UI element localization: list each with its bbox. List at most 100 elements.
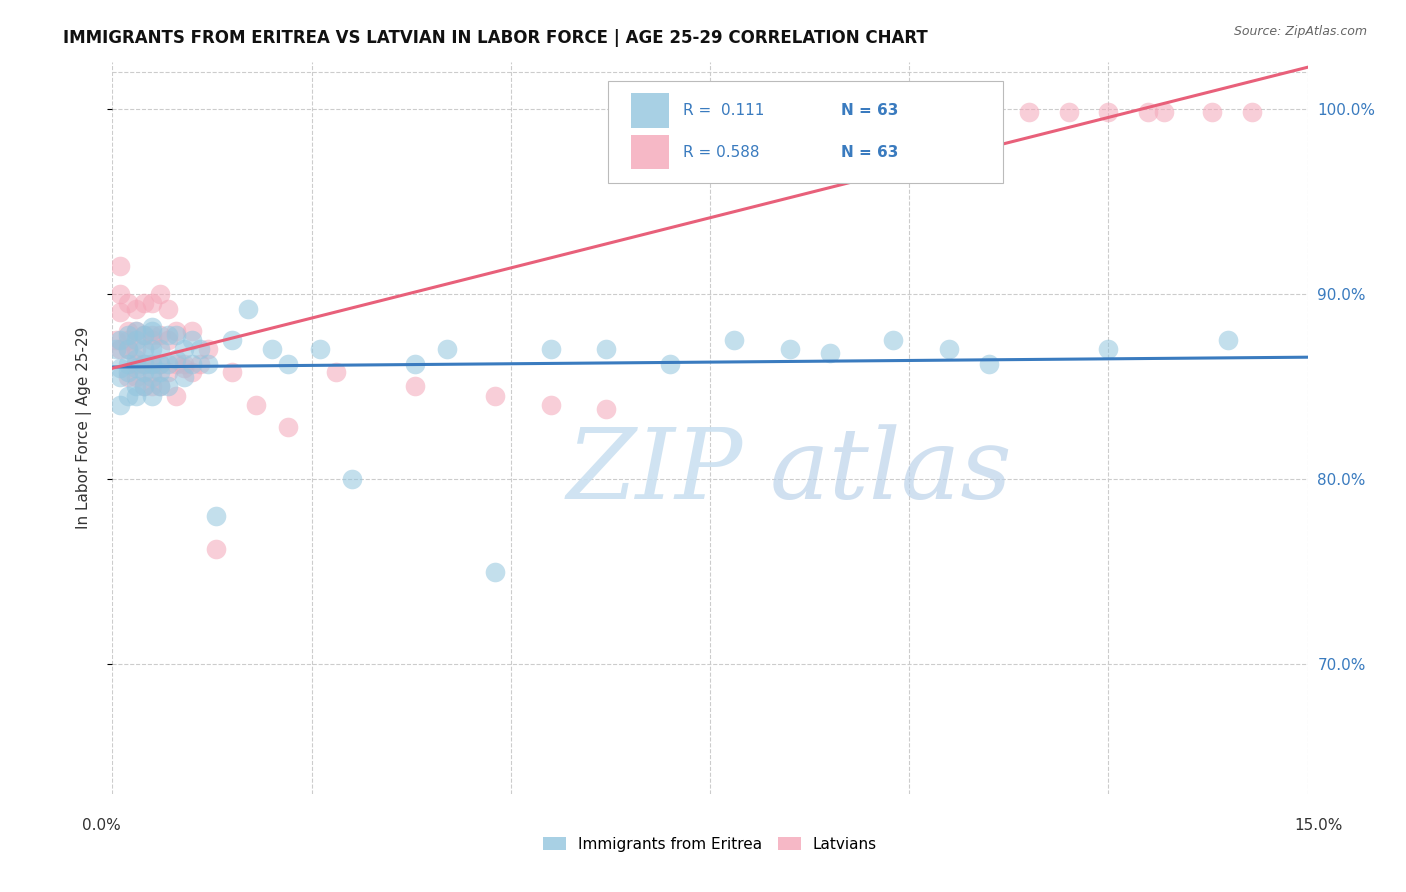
Point: [181, 324, 204, 338]
Point: [110, 370, 132, 384]
Point: [898, 105, 921, 120]
Point: [181, 357, 204, 371]
Point: [165, 351, 187, 366]
Point: [149, 379, 172, 393]
Point: [141, 389, 163, 403]
Point: [818, 346, 841, 360]
Point: [404, 357, 426, 371]
Point: [157, 357, 180, 371]
Point: [117, 357, 139, 371]
Point: [125, 351, 148, 366]
Point: [205, 509, 228, 524]
Text: R = 0.588: R = 0.588: [682, 145, 759, 160]
Point: [188, 343, 211, 357]
Point: [1216, 333, 1239, 347]
Point: [117, 333, 139, 347]
Point: [938, 343, 960, 357]
Point: [595, 343, 617, 357]
Point: [134, 296, 156, 310]
Point: [117, 365, 139, 379]
Point: [181, 333, 204, 347]
Point: [977, 357, 1000, 371]
Point: [197, 357, 219, 371]
Point: [117, 389, 139, 403]
Point: [141, 357, 163, 371]
Point: [125, 333, 148, 347]
Point: [1097, 105, 1119, 120]
Text: IMMIGRANTS FROM ERITREA VS LATVIAN IN LABOR FORCE | AGE 25-29 CORRELATION CHART: IMMIGRANTS FROM ERITREA VS LATVIAN IN LA…: [63, 29, 928, 46]
Point: [1097, 343, 1119, 357]
Point: [149, 357, 172, 371]
Point: [125, 324, 148, 338]
Point: [141, 296, 163, 310]
Point: [221, 365, 243, 379]
Point: [117, 343, 139, 357]
Point: [834, 105, 856, 120]
Point: [882, 333, 904, 347]
Point: [277, 420, 299, 434]
Point: [540, 398, 562, 412]
Point: [134, 343, 156, 357]
FancyBboxPatch shape: [609, 81, 1002, 183]
Point: [779, 343, 801, 357]
Point: [1153, 105, 1175, 120]
Point: [149, 379, 172, 393]
Legend: Immigrants from Eritrea, Latvians: Immigrants from Eritrea, Latvians: [536, 829, 884, 859]
Point: [205, 542, 228, 557]
Point: [165, 389, 187, 403]
Point: [197, 343, 219, 357]
Point: [134, 379, 156, 393]
Point: [141, 343, 163, 357]
Point: [188, 357, 211, 371]
Point: [149, 286, 172, 301]
Point: [308, 343, 330, 357]
Text: 15.0%: 15.0%: [1295, 818, 1343, 832]
Point: [149, 357, 172, 371]
Point: [141, 370, 163, 384]
Point: [181, 365, 204, 379]
Point: [125, 357, 148, 371]
Point: [277, 357, 299, 371]
Point: [165, 324, 187, 338]
Point: [110, 286, 132, 301]
Point: [149, 343, 172, 357]
Point: [125, 361, 148, 376]
Point: [595, 401, 617, 416]
Point: [157, 379, 180, 393]
Point: [659, 357, 682, 371]
Point: [659, 105, 682, 120]
Point: [1240, 105, 1263, 120]
Point: [117, 296, 139, 310]
Point: [117, 370, 139, 384]
Point: [134, 379, 156, 393]
Point: [173, 357, 195, 371]
Point: [1018, 105, 1040, 120]
Point: [141, 333, 163, 347]
Point: [165, 327, 187, 342]
Point: [125, 343, 148, 357]
Point: [149, 327, 172, 342]
Point: [221, 333, 243, 347]
Point: [105, 333, 128, 347]
Point: [157, 365, 180, 379]
Point: [165, 357, 187, 371]
Point: [110, 343, 132, 357]
Point: [157, 327, 180, 342]
Text: atlas: atlas: [770, 425, 1012, 520]
Point: [134, 327, 156, 342]
Point: [134, 357, 156, 371]
Point: [149, 365, 172, 379]
Point: [134, 327, 156, 342]
Point: [141, 365, 163, 379]
Point: [141, 357, 163, 371]
Point: [1137, 105, 1160, 120]
Point: [484, 389, 506, 403]
Point: [117, 327, 139, 342]
Text: Source: ZipAtlas.com: Source: ZipAtlas.com: [1233, 25, 1367, 38]
Point: [436, 343, 458, 357]
Y-axis label: In Labor Force | Age 25-29: In Labor Force | Age 25-29: [76, 327, 91, 529]
Point: [157, 333, 180, 347]
Point: [125, 324, 148, 338]
Point: [141, 379, 163, 393]
FancyBboxPatch shape: [631, 93, 669, 128]
